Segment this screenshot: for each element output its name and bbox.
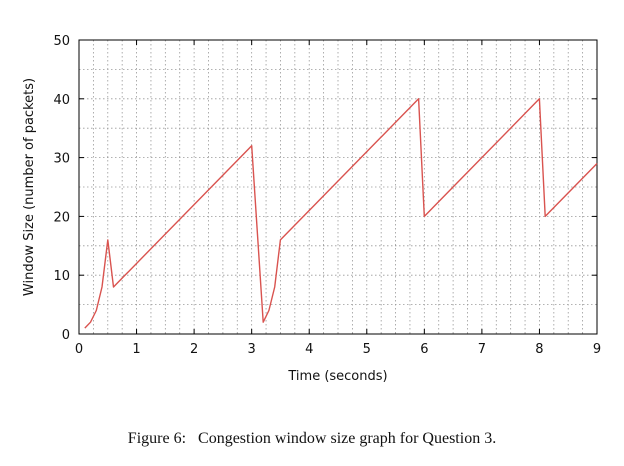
series-line-congestion-window (84, 98, 598, 329)
x-axis-tick-labels: 0 1 2 3 4 5 6 7 8 9 (75, 342, 601, 357)
y-tick-label: 0 (62, 328, 70, 343)
y-axis-tick-labels: 0 10 20 30 40 50 (53, 34, 70, 343)
x-tick-label: 8 (535, 342, 543, 357)
plot-frame (78, 39, 598, 335)
x-tick-label: 5 (363, 342, 371, 357)
grid-lines (79, 40, 597, 334)
x-axis-title: Time (seconds) (287, 369, 387, 384)
y-tick-label: 50 (53, 34, 70, 49)
x-tick-label: 4 (305, 342, 313, 357)
axis-ticks (78, 39, 598, 335)
x-tick-label: 2 (190, 342, 198, 357)
y-tick-label: 10 (53, 269, 70, 284)
x-tick-label: 0 (75, 342, 83, 357)
x-tick-label: 6 (420, 342, 428, 357)
y-tick-label: 40 (53, 93, 70, 108)
figure-caption: Figure 6: Congestion window size graph f… (127, 430, 497, 447)
x-tick-label: 9 (593, 342, 601, 357)
x-tick-label: 1 (132, 342, 140, 357)
y-tick-label: 30 (53, 152, 70, 167)
x-tick-label: 7 (478, 342, 486, 357)
x-tick-label: 3 (248, 342, 256, 357)
y-tick-label: 20 (53, 210, 70, 225)
y-axis-title: Window Size (number of packets) (22, 78, 37, 296)
